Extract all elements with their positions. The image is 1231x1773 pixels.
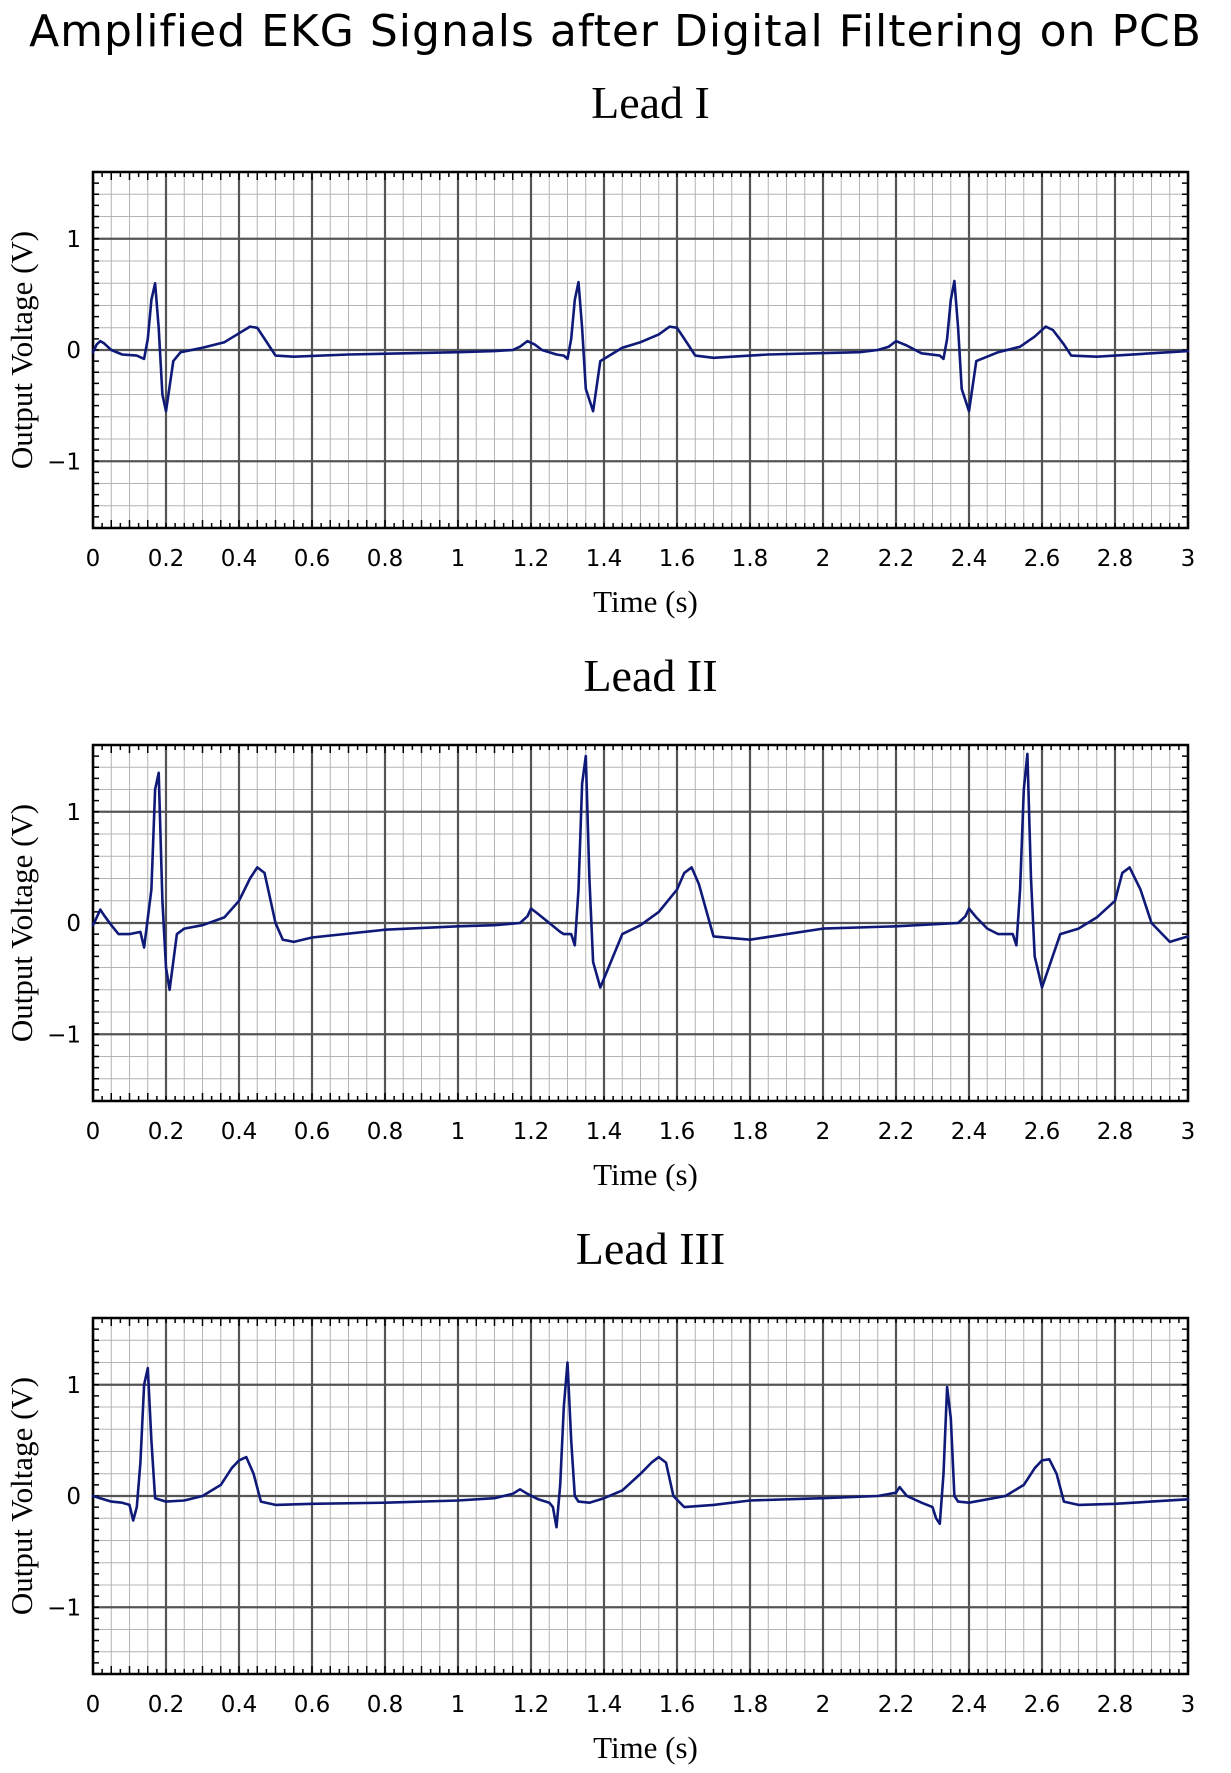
- x-tick-label: 1.6: [659, 546, 696, 572]
- x-tick-label: 1: [451, 546, 466, 572]
- x-tick-label: 0.2: [148, 546, 185, 572]
- x-tick-label: 1: [451, 1692, 466, 1718]
- x-tick-label: 0: [86, 1692, 101, 1718]
- x-tick-label: 0: [86, 1119, 101, 1145]
- x-tick-label: 3: [1181, 546, 1196, 572]
- x-tick-label: 0.4: [221, 546, 258, 572]
- x-tick-label: 2.8: [1097, 1692, 1134, 1718]
- y-tick-label: 1: [66, 1373, 81, 1399]
- y-tick-label: −1: [47, 1595, 81, 1621]
- x-tick-label: 0.2: [148, 1692, 185, 1718]
- panel-title: Lead III: [576, 1223, 725, 1274]
- x-tick-label: 1.4: [586, 1692, 623, 1718]
- x-tick-label: 1.8: [732, 1692, 769, 1718]
- y-tick-label: 1: [66, 227, 81, 253]
- lead-1-panel: Lead I 0 0.2 0.4 0.6 0.8 1 1.2 1.4 1.6 1.8 2 2.2 2.4 2…: [4, 77, 1195, 619]
- ekg-trace: [91, 1361, 1190, 1529]
- major-grid: [91, 172, 1190, 528]
- x-tick-label: 1.2: [513, 1692, 550, 1718]
- x-tick-label: 0.4: [221, 1692, 258, 1718]
- x-axis-label: Time (s): [593, 584, 698, 619]
- x-tick-label: 1: [451, 1119, 466, 1145]
- lead-2-panel: Lead II 0 0.2 0.4 0.6 0.8 1 1.2 1.4 1.6 1.8 2 2.2 2.4…: [4, 650, 1195, 1192]
- x-tick-label: 1.6: [659, 1119, 696, 1145]
- x-tick-label: 1.4: [586, 1119, 623, 1145]
- ekg-trace: [91, 752, 1190, 992]
- x-tick-label: 0.2: [148, 1119, 185, 1145]
- x-tick-label: 0.8: [367, 1119, 404, 1145]
- x-axis-label: Time (s): [593, 1157, 698, 1192]
- panel-title: Lead I: [591, 77, 710, 128]
- panel-title: Lead II: [583, 650, 717, 701]
- x-axis-label: Time (s): [593, 1730, 698, 1765]
- x-tick-label: 0.6: [294, 546, 331, 572]
- y-tick-label: −1: [47, 1022, 81, 1048]
- x-tick-label: 2: [816, 1119, 831, 1145]
- x-tick-label: 2.2: [878, 1119, 915, 1145]
- y-tick-label: 1: [66, 800, 81, 826]
- x-tick-label: 2.4: [951, 1692, 988, 1718]
- y-tick-label: −1: [47, 449, 81, 475]
- x-tick-label: 2: [816, 546, 831, 572]
- x-tick-label: 0.8: [367, 1692, 404, 1718]
- x-tick-label: 1.8: [732, 546, 769, 572]
- ekg-trace: [91, 279, 1190, 413]
- x-tick-label: 2.6: [1024, 1692, 1061, 1718]
- x-tick-label: 3: [1181, 1692, 1196, 1718]
- x-tick-label: 3: [1181, 1119, 1196, 1145]
- x-tick-label: 2.2: [878, 546, 915, 572]
- x-tick-label: 2.6: [1024, 1119, 1061, 1145]
- y-axis-label: Output Voltage (V): [4, 231, 39, 469]
- x-tick-label: 2.2: [878, 1692, 915, 1718]
- y-tick-label: 0: [66, 1484, 81, 1510]
- x-tick-label: 2.6: [1024, 546, 1061, 572]
- x-tick-label: 1.2: [513, 1119, 550, 1145]
- x-tick-label: 1.4: [586, 546, 623, 572]
- figure-title: Amplified EKG Signals after Digital Filt…: [29, 6, 1202, 57]
- lead-3-panel: Lead III 0 0.2 0.4 0.6 0.8 1 1.2 1.4 1.6 1.8 2 2.2 2.…: [4, 1223, 1195, 1765]
- x-tick-label: 2: [816, 1692, 831, 1718]
- x-tick-label: 2.4: [951, 1119, 988, 1145]
- x-tick-label: 1.8: [732, 1119, 769, 1145]
- major-grid: [91, 1318, 1190, 1674]
- y-axis-label: Output Voltage (V): [4, 804, 39, 1042]
- x-tick-label: 0.4: [221, 1119, 258, 1145]
- x-tick-label: 1.6: [659, 1692, 696, 1718]
- x-tick-label: 2.4: [951, 546, 988, 572]
- x-tick-label: 0: [86, 546, 101, 572]
- x-tick-label: 1.2: [513, 546, 550, 572]
- y-axis-label: Output Voltage (V): [4, 1377, 39, 1615]
- x-tick-label: 0.8: [367, 546, 404, 572]
- x-tick-label: 2.8: [1097, 1119, 1134, 1145]
- x-tick-label: 0.6: [294, 1119, 331, 1145]
- y-tick-label: 0: [66, 338, 81, 364]
- x-tick-label: 2.8: [1097, 546, 1134, 572]
- x-tick-label: 0.6: [294, 1692, 331, 1718]
- y-tick-label: 0: [66, 911, 81, 937]
